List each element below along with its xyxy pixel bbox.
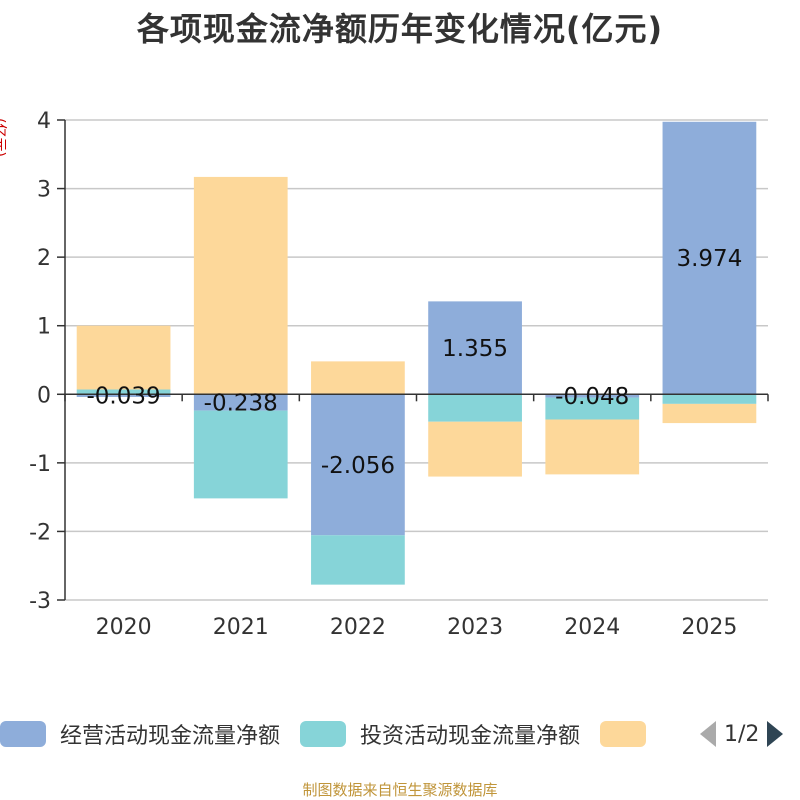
data-label: -0.238 (204, 390, 278, 416)
grid-lines (65, 119, 768, 601)
legend-next-page-icon[interactable] (767, 721, 784, 747)
y-tick-label: 1 (37, 315, 51, 340)
legend: 经营活动现金流量净额 投资活动现金流量净额 (0, 716, 800, 752)
bar-series2-2025 (662, 403, 757, 424)
bar-series1-2023 (428, 394, 522, 422)
bar-series0-2021 (193, 394, 288, 411)
legend-pager: 1/2 (700, 716, 784, 752)
y-tick-label: 2 (37, 246, 51, 271)
y-tick-label: 0 (37, 383, 51, 408)
legend-label-operating: 经营活动现金流量净额 (60, 724, 281, 749)
legend-label-investing: 投资活动现金流量净额 (360, 724, 581, 749)
y-tick-label: -1 (29, 452, 51, 477)
data-label: -0.048 (555, 384, 629, 410)
legend-prev-page-icon[interactable] (700, 721, 716, 747)
data-label: -0.039 (87, 384, 161, 410)
y-tick-label: -3 (29, 589, 51, 614)
x-tick-label: 2021 (213, 615, 269, 640)
legend-item-financing[interactable] (600, 721, 660, 747)
y-tick-label: 4 (37, 109, 51, 134)
y-tick-label: -2 (29, 520, 51, 545)
legend-item-operating[interactable]: 经营活动现金流量净额 (0, 718, 280, 750)
bar-series0-2024 (545, 394, 640, 398)
bar-series0-2023 (428, 301, 522, 395)
bar-series2-2021 (193, 176, 288, 395)
axes: 4 3 2 1 0 -1 -2 -3 2020 2021 2022 2023 2024 2025 (29, 109, 769, 640)
chart-plot-area: 4 3 2 1 0 -1 -2 -3 2020 2021 2022 2023 2024 2025 -0.0… (29, 109, 769, 640)
bar-series0-2022 (311, 394, 405, 536)
bar-series2-2022 (311, 361, 405, 395)
bar-series1-2022 (311, 535, 405, 585)
data-labels: -0.039 -0.238 -2.056 1.355 -0.048 3.974 (87, 246, 743, 479)
legend-item-investing[interactable]: 投资活动现金流量净额 (300, 718, 580, 750)
legend-swatch-operating (0, 721, 46, 747)
data-label: 3.974 (676, 246, 742, 272)
x-tick-label: 2022 (330, 615, 386, 640)
bar-series1-2021 (193, 410, 288, 499)
legend-page-indicator: 1/2 (724, 721, 760, 747)
bar-series2-2023 (428, 421, 522, 477)
x-tick-label: 2023 (447, 615, 503, 640)
data-label: 1.355 (442, 336, 508, 362)
bar-series1-2025 (662, 394, 757, 404)
x-tick-label: 2025 (681, 615, 737, 640)
bar-series0-2025 (662, 121, 757, 395)
bar-series2-2020 (76, 325, 171, 390)
data-label: -2.056 (321, 453, 395, 479)
bar-series2-2024 (545, 419, 640, 475)
bar-series1-2024 (545, 397, 640, 420)
bar-series0-2020 (76, 394, 171, 397)
x-tick-label: 2024 (564, 615, 620, 640)
chart-title: 各项现金流净额历年变化情况(亿元) (136, 10, 664, 48)
bar-series1-2020 (76, 389, 171, 395)
legend-swatch-investing (300, 721, 347, 747)
data-source-note: 制图数据来自恒生聚源数据库 (302, 781, 498, 799)
legend-swatch-financing (600, 721, 647, 747)
y-tick-label: 3 (37, 178, 51, 203)
x-tick-label: 2020 (96, 615, 152, 640)
bar-series (76, 121, 757, 585)
